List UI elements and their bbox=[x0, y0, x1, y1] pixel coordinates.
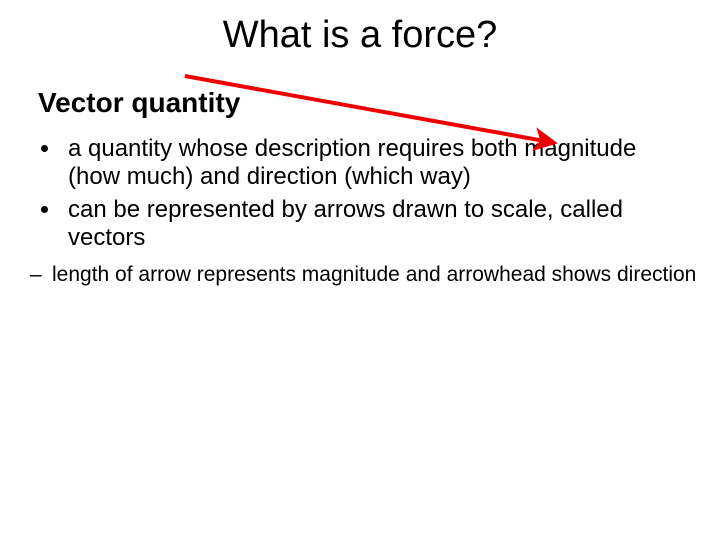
bullet-item: can be represented by arrows drawn to sc… bbox=[62, 196, 680, 253]
sub-bullet-list: length of arrow represents magnitude and… bbox=[30, 262, 720, 287]
bullet-list: a quantity whose description requires bo… bbox=[62, 135, 680, 252]
slide-title: What is a force? bbox=[0, 14, 720, 57]
subtitle: Vector quantity bbox=[38, 87, 720, 119]
sub-bullet-item: length of arrow represents magnitude and… bbox=[30, 262, 720, 287]
bullet-item: a quantity whose description requires bo… bbox=[62, 135, 680, 192]
